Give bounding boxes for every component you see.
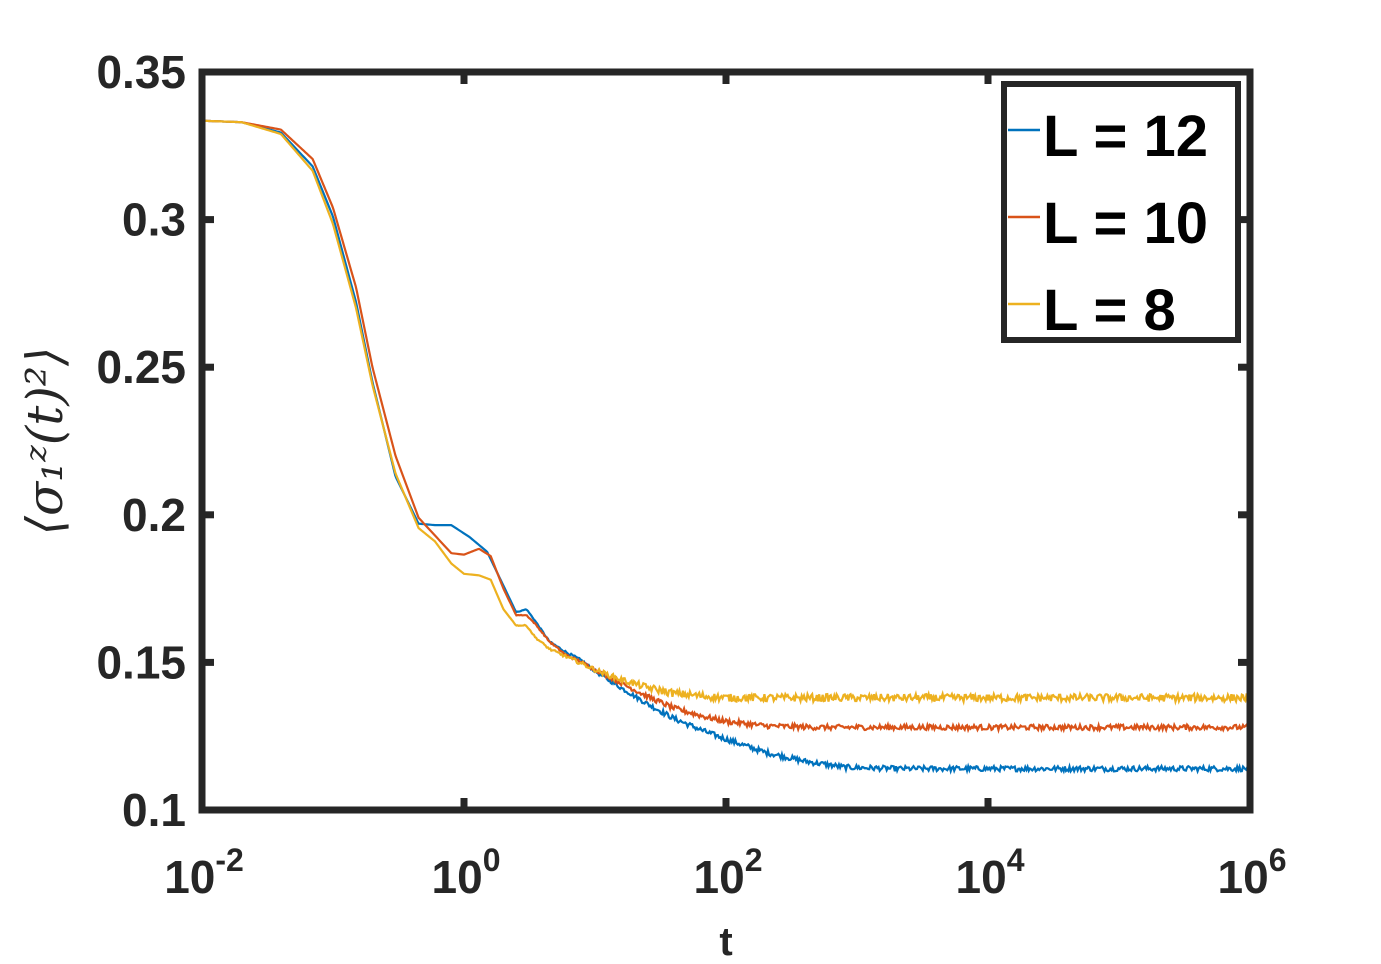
legend-label-3: L = 8 xyxy=(1043,278,1176,343)
y-axis-label: ⟨σ₁ᶻ(t)²⟩ xyxy=(16,347,74,536)
y-tick-label-4: 0.3 xyxy=(122,194,186,246)
legend-label-1: L = 12 xyxy=(1043,104,1208,169)
legend-entries: L = 12 L = 10 L = 8 xyxy=(1008,104,1208,343)
x-tick-label-1: 100 xyxy=(432,842,501,903)
series-line-3 xyxy=(201,119,1251,706)
x-tick-labels: 10-2 100 102 104 106 xyxy=(164,842,1286,903)
y-tick-label-1: 0.15 xyxy=(96,636,186,688)
legend-box xyxy=(1001,81,1241,343)
y-tick-label-3: 0.25 xyxy=(96,341,186,393)
y-tick-label-0: 0.1 xyxy=(122,784,186,836)
y-tick-label-5: 0.35 xyxy=(96,46,186,98)
x-axis-label: t xyxy=(719,920,732,964)
plot-area-frame xyxy=(198,68,1254,814)
series-layer xyxy=(201,119,1251,775)
y-tick-labels: 0.1 0.15 0.2 0.25 0.3 0.35 xyxy=(96,46,186,836)
series-line-2 xyxy=(201,119,1251,735)
legend-label-2: L = 10 xyxy=(1043,191,1208,256)
x-tick-label-2: 102 xyxy=(694,842,763,903)
x-tick-label-4: 106 xyxy=(1218,842,1287,903)
x-tick-label-3: 104 xyxy=(956,842,1025,903)
legend: L = 12 L = 10 L = 8 xyxy=(1001,81,1241,343)
y-tick-label-2: 0.2 xyxy=(122,489,186,541)
x-tick-label-0: 10-2 xyxy=(164,842,244,903)
